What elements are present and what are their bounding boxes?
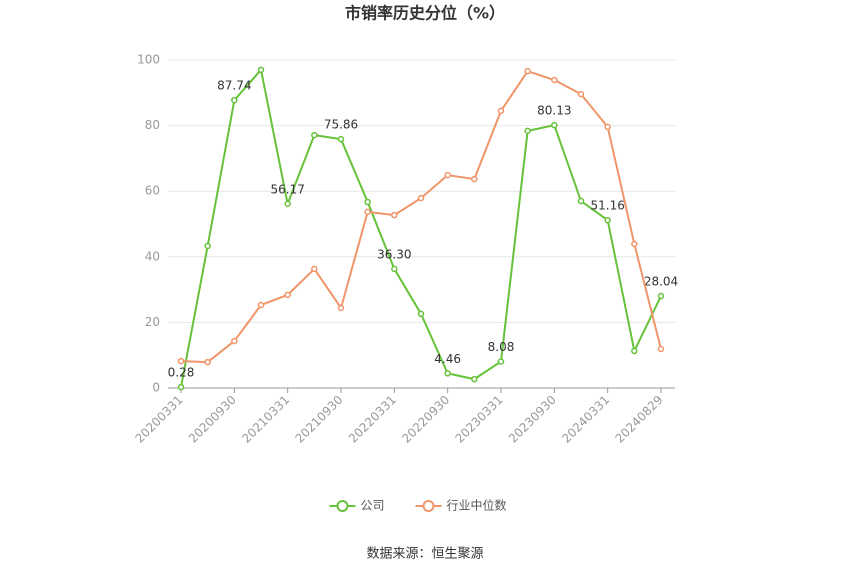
y-tick-label: 100 xyxy=(137,53,160,67)
point xyxy=(337,135,345,143)
point xyxy=(577,197,585,205)
x-tick-label: 20230930 xyxy=(506,393,559,446)
legend-label: 公司 xyxy=(361,499,385,513)
point xyxy=(231,337,238,345)
source-note: 数据来源：恒生聚源 xyxy=(366,547,483,562)
point xyxy=(471,175,478,183)
point xyxy=(604,123,611,131)
point xyxy=(257,66,265,74)
data-label: 51.16 xyxy=(590,199,624,213)
legend-item[interactable]: 行业中位数 xyxy=(415,498,507,513)
point xyxy=(444,171,451,179)
point xyxy=(524,67,531,75)
point xyxy=(364,208,371,216)
point xyxy=(471,375,478,383)
x-tick-label: 20220930 xyxy=(399,393,452,446)
point xyxy=(657,292,665,300)
data-label: 4.46 xyxy=(434,352,461,366)
x-tick-label: 20200930 xyxy=(186,393,239,446)
data-label: 80.13 xyxy=(537,104,571,118)
legend-marker xyxy=(422,500,435,512)
x-tick-label: 20240829 xyxy=(613,393,666,446)
point xyxy=(337,304,345,312)
y-tick-label: 40 xyxy=(145,249,160,263)
data-label: 56.17 xyxy=(270,182,304,196)
x-tick-label: 20210930 xyxy=(293,393,346,446)
data-label: 36.30 xyxy=(377,247,411,261)
point xyxy=(311,131,318,139)
data-label: 8.08 xyxy=(488,340,515,354)
y-tick-label: 0 xyxy=(152,381,160,395)
legend-label: 行业中位数 xyxy=(447,498,507,513)
data-label: 28.04 xyxy=(644,275,678,289)
point xyxy=(417,194,425,202)
point xyxy=(497,358,505,365)
point xyxy=(177,383,185,391)
point xyxy=(391,265,398,273)
y-tick-label: 20 xyxy=(145,315,160,329)
point xyxy=(391,211,398,219)
x-tick-label: 20210331 xyxy=(239,393,292,446)
point xyxy=(231,96,238,104)
data-label: 75.86 xyxy=(324,118,358,132)
point xyxy=(204,358,211,366)
point xyxy=(497,107,505,115)
point xyxy=(177,357,185,365)
y-tick-label: 60 xyxy=(145,184,160,198)
point xyxy=(417,310,425,318)
x-tick-label: 20200331 xyxy=(133,393,186,446)
point xyxy=(364,198,371,206)
point xyxy=(631,347,638,355)
point xyxy=(284,200,291,208)
x-tick-label: 20220331 xyxy=(346,393,399,446)
data-label: 87.74 xyxy=(217,79,251,93)
series-line xyxy=(180,69,662,364)
point xyxy=(577,90,585,98)
legend-marker xyxy=(336,500,349,512)
point xyxy=(551,121,558,129)
point xyxy=(551,76,558,84)
point xyxy=(284,291,291,299)
x-tick-label: 20240331 xyxy=(559,393,612,446)
data-label: 0.28 xyxy=(168,366,195,380)
series-line xyxy=(180,67,662,388)
x-tick-label: 20230331 xyxy=(453,393,506,446)
y-tick-label: 80 xyxy=(145,118,160,132)
point xyxy=(631,240,638,248)
point xyxy=(657,345,665,353)
legend-item[interactable]: 公司 xyxy=(329,499,385,513)
point xyxy=(444,370,451,377)
chart-title: 市销率历史分位（%） xyxy=(345,4,505,23)
point xyxy=(604,216,611,224)
point xyxy=(524,127,531,135)
point xyxy=(257,301,265,309)
point xyxy=(311,265,318,273)
point xyxy=(204,242,211,250)
